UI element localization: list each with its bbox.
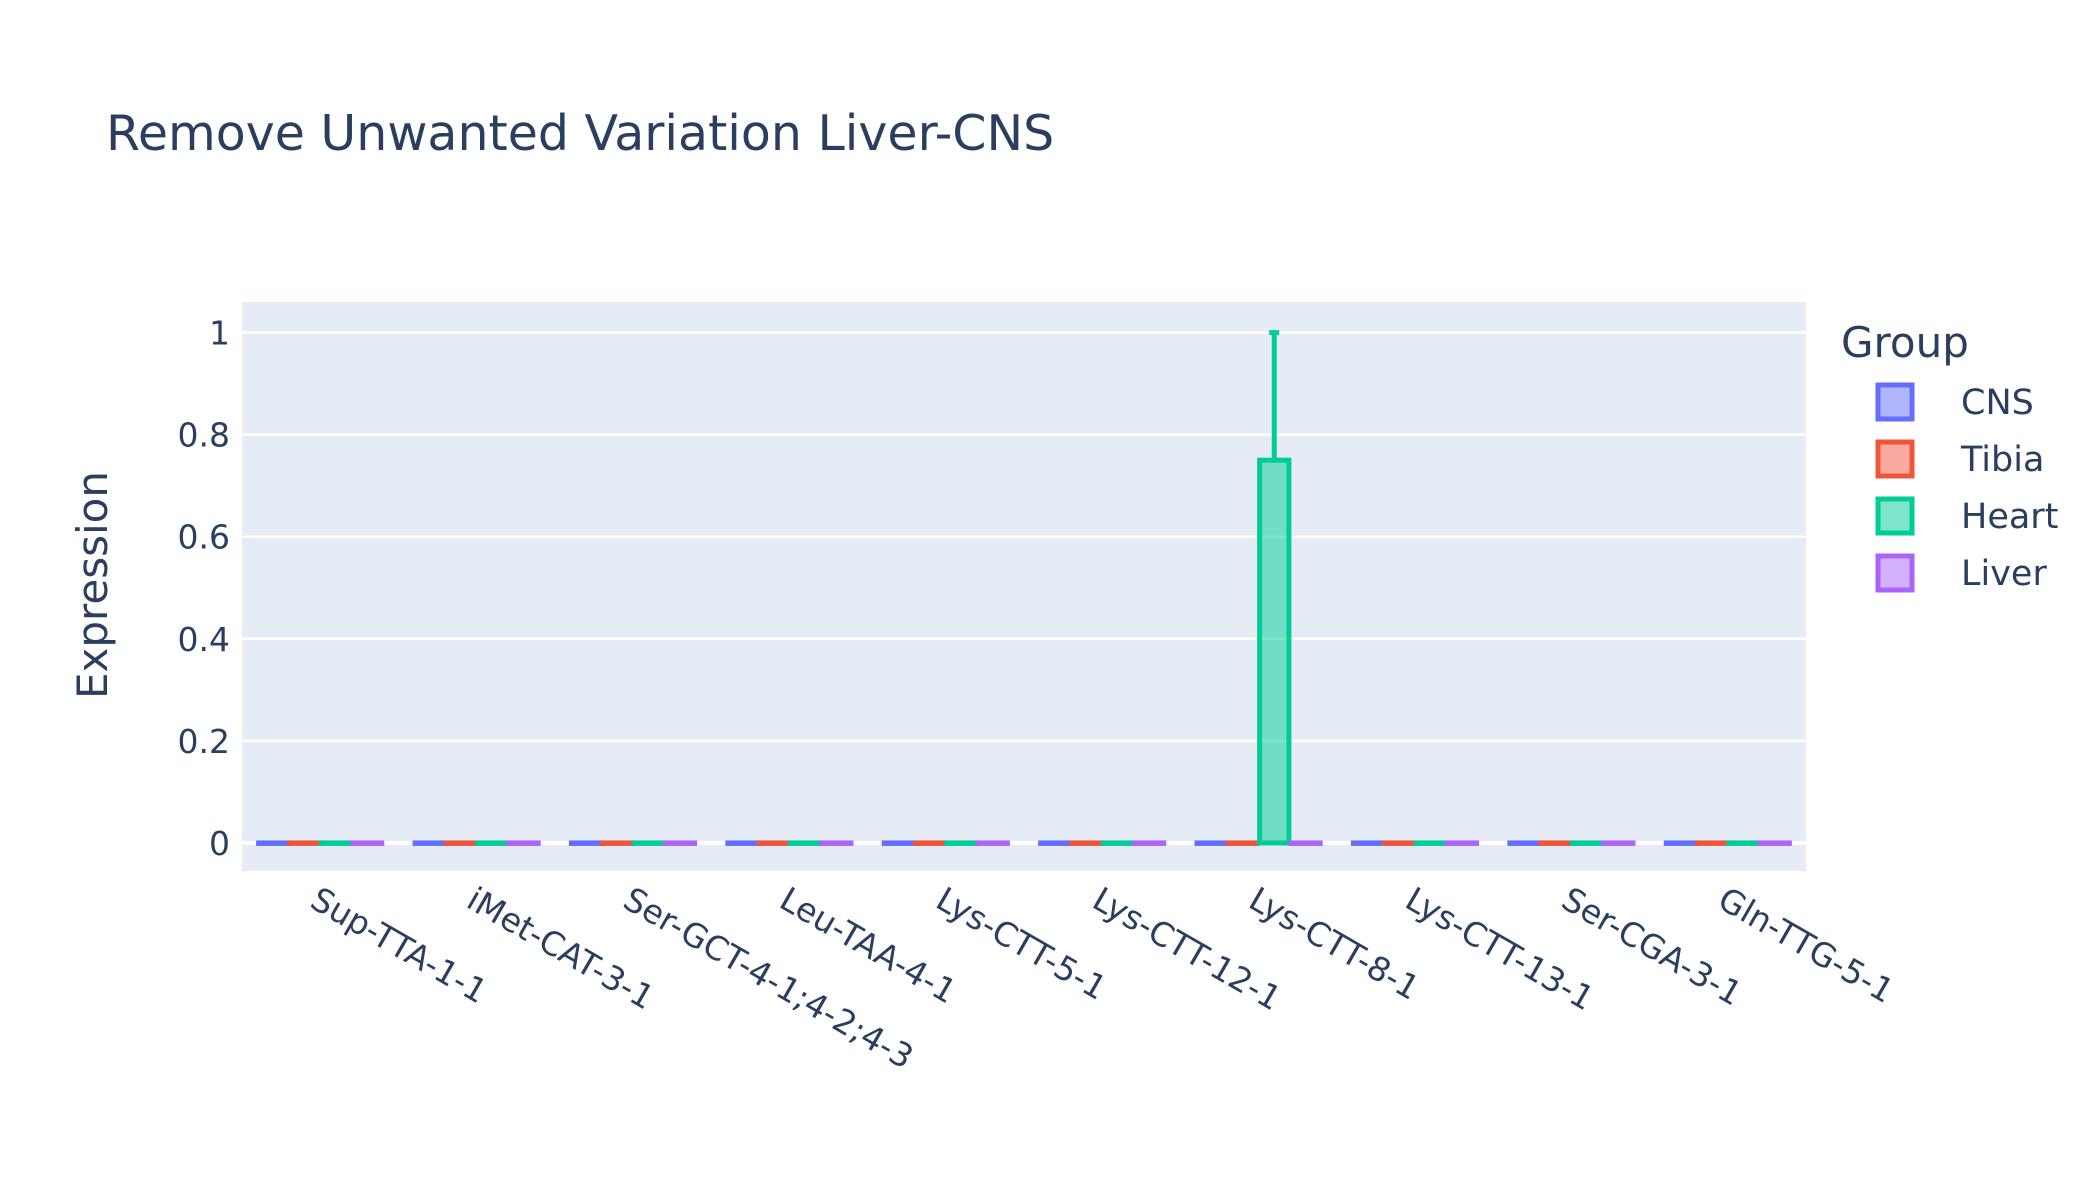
y-tick-label: 0 xyxy=(209,824,230,863)
bar xyxy=(1538,840,1573,846)
bar xyxy=(1257,457,1292,846)
bar xyxy=(787,840,823,846)
bar xyxy=(349,840,385,846)
error-bars xyxy=(1269,330,1280,461)
legend-swatch xyxy=(1875,553,1915,593)
legend[interactable]: Group CNS Tibia Heart Liver xyxy=(1841,318,2058,594)
bar xyxy=(1757,840,1792,846)
bar xyxy=(725,840,760,846)
legend-label: CNS xyxy=(1961,383,2034,423)
legend-label: Heart xyxy=(1961,497,2058,537)
bar xyxy=(443,840,479,846)
bar xyxy=(819,840,854,846)
legend-swatch xyxy=(1875,496,1915,536)
legend-swatch xyxy=(1875,382,1915,422)
bar xyxy=(318,840,353,846)
x-tick-label: Lys-CTT-5-1 xyxy=(930,879,1114,1008)
bar xyxy=(1382,840,1417,846)
bar xyxy=(1413,840,1448,846)
legend-label: Liver xyxy=(1961,554,2047,594)
bar xyxy=(1726,840,1761,846)
bar xyxy=(1225,840,1261,846)
y-tick-label: 0.4 xyxy=(178,620,230,659)
bar xyxy=(600,840,635,846)
bar xyxy=(1038,840,1073,846)
bar xyxy=(1100,840,1135,846)
legend-label: Tibia xyxy=(1960,440,2044,480)
bars xyxy=(256,457,1792,846)
bar xyxy=(506,840,541,846)
y-axis-ticks: 0 0.2 0.4 0.6 0.8 1 xyxy=(178,314,230,863)
bar xyxy=(1444,840,1480,846)
bar xyxy=(1194,840,1229,846)
bar xyxy=(1663,840,1699,846)
plot-area xyxy=(242,302,1806,871)
bar xyxy=(568,840,604,846)
y-axis-title: Expression xyxy=(68,471,117,699)
bar xyxy=(1288,840,1323,846)
legend-item-liver[interactable]: Liver xyxy=(1875,553,2047,594)
bar xyxy=(412,840,447,846)
legend-item-tibia[interactable]: Tibia xyxy=(1875,439,2044,480)
bar xyxy=(913,840,948,846)
bar xyxy=(1695,840,1730,846)
bar xyxy=(975,840,1010,846)
bar xyxy=(662,840,698,846)
x-tick-label: Sup-TTA-1-1 xyxy=(304,879,494,1011)
legend-title: Group xyxy=(1841,318,1969,367)
chart-title: Remove Unwanted Variation Liver-CNS xyxy=(106,105,1054,162)
bar xyxy=(256,840,291,846)
bar xyxy=(1350,840,1386,846)
y-tick-label: 0.8 xyxy=(178,416,230,455)
y-tick-label: 0.2 xyxy=(178,722,230,761)
legend-swatch xyxy=(1875,439,1915,479)
bar xyxy=(1601,840,1636,846)
bar xyxy=(475,840,510,846)
bar xyxy=(881,840,917,846)
bar xyxy=(1507,840,1542,846)
bar xyxy=(287,840,322,846)
bar xyxy=(1569,840,1605,846)
bar xyxy=(944,840,979,846)
bar xyxy=(1069,840,1104,846)
bar xyxy=(1131,840,1167,846)
y-tick-label: 0.6 xyxy=(178,518,230,557)
x-tick-label: Ser-GCT-4-1;4-2;4-3 xyxy=(617,879,920,1076)
legend-item-heart[interactable]: Heart xyxy=(1875,496,2058,537)
x-axis-ticks: Sup-TTA-1-1iMet-CAT-3-1Ser-GCT-4-1;4-2;4… xyxy=(304,879,1901,1076)
bar xyxy=(756,840,791,846)
legend-item-cns[interactable]: CNS xyxy=(1875,382,2034,423)
y-tick-label: 1 xyxy=(209,314,230,353)
bar xyxy=(631,840,666,846)
